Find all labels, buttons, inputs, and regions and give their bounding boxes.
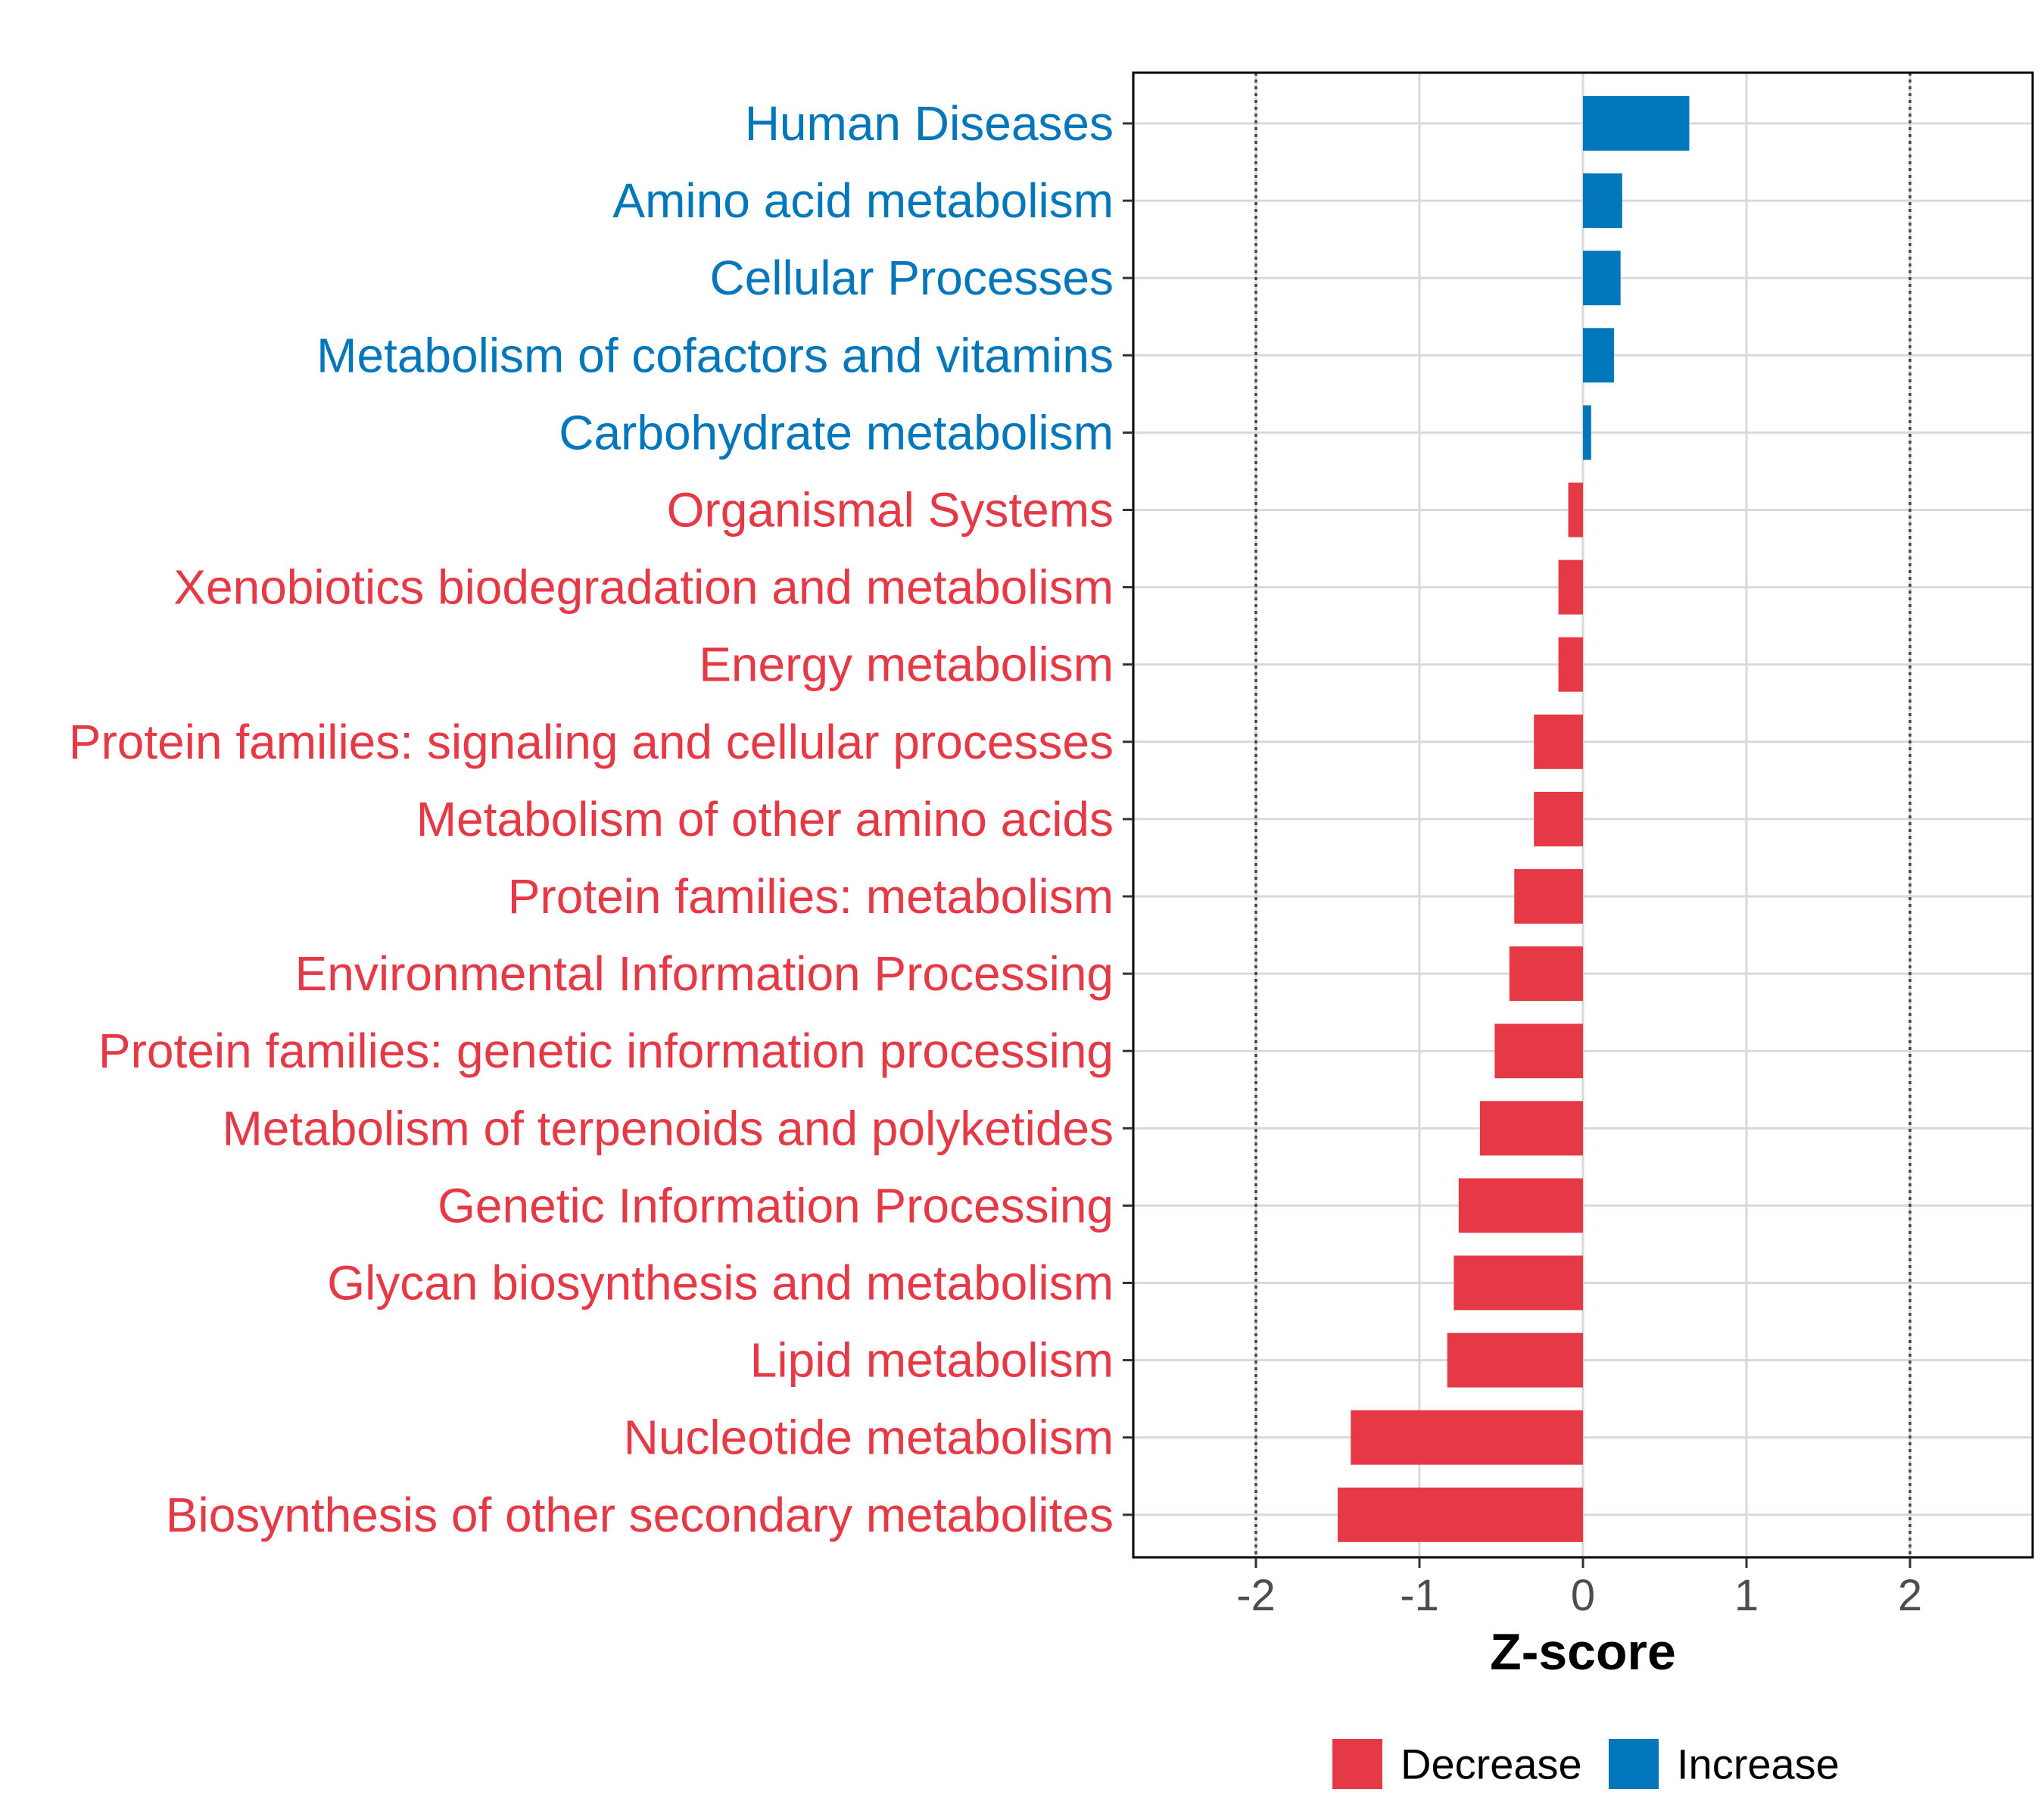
legend-swatch [1609, 1739, 1659, 1789]
category-label: Cellular Processes [709, 251, 1114, 305]
category-label: Genetic Information Processing [438, 1178, 1114, 1233]
bar [1447, 1332, 1583, 1388]
category-label: Organismal Systems [667, 483, 1114, 538]
x-tick-label: 2 [1898, 1571, 1922, 1620]
category-label: Xenobiotics biodegradation and metabolis… [173, 560, 1114, 615]
category-label: Metabolism of other amino acids [416, 792, 1114, 846]
category-label: Metabolism of terpenoids and polyketides [222, 1101, 1114, 1155]
bar [1534, 714, 1583, 769]
reference-lines [1254, 73, 1912, 1557]
bar [1514, 869, 1583, 924]
category-label: Glycan biosynthesis and metabolism [327, 1256, 1114, 1311]
bar [1558, 559, 1583, 615]
x-tick-label: 1 [1734, 1571, 1759, 1620]
category-label: Carbohydrate metabolism [559, 405, 1114, 460]
x-tick-label: -2 [1236, 1571, 1276, 1620]
bars [1338, 96, 1690, 1542]
legend: Decrease Increase [1332, 1739, 1840, 1789]
category-label: Protein families: genetic information pr… [98, 1024, 1114, 1078]
bar [1458, 1178, 1583, 1233]
category-label: Biosynthesis of other secondary metaboli… [166, 1488, 1114, 1542]
category-label: Human Diseases [745, 96, 1114, 151]
bar [1583, 251, 1621, 306]
bar [1583, 405, 1591, 460]
category-label: Amino acid metabolism [612, 173, 1114, 228]
bar [1454, 1255, 1583, 1311]
bar [1583, 96, 1690, 151]
bar [1351, 1410, 1583, 1465]
legend-label: Decrease [1401, 1741, 1582, 1788]
bar [1583, 328, 1615, 383]
x-tick-label: 0 [1571, 1571, 1595, 1620]
category-label: Lipid metabolism [750, 1333, 1114, 1388]
bar [1338, 1487, 1583, 1542]
category-label: Environmental Information Processing [295, 946, 1114, 1001]
legend-swatch [1332, 1739, 1382, 1789]
category-label: Protein families: signaling and cellular… [69, 715, 1114, 769]
category-labels: Human Diseases Amino acid metabolism Cellu… [69, 96, 1133, 1542]
bar [1479, 1101, 1583, 1156]
category-label: Protein families: metabolism [508, 869, 1114, 924]
bar [1558, 637, 1583, 692]
x-axis-title: Z-score [1490, 1623, 1676, 1681]
x-axis-ticks: -2 -1 0 1 2 [1236, 1557, 1922, 1620]
x-tick-label: -1 [1400, 1571, 1439, 1620]
category-label: Energy metabolism [699, 637, 1114, 692]
bar [1509, 946, 1583, 1002]
bar [1568, 482, 1583, 538]
bar [1583, 173, 1622, 229]
bar [1494, 1024, 1583, 1079]
category-label: Nucleotide metabolism [624, 1410, 1114, 1465]
legend-label: Increase [1677, 1741, 1840, 1788]
category-label: Metabolism of cofactors and vitamins [316, 328, 1114, 382]
bar [1534, 791, 1583, 846]
